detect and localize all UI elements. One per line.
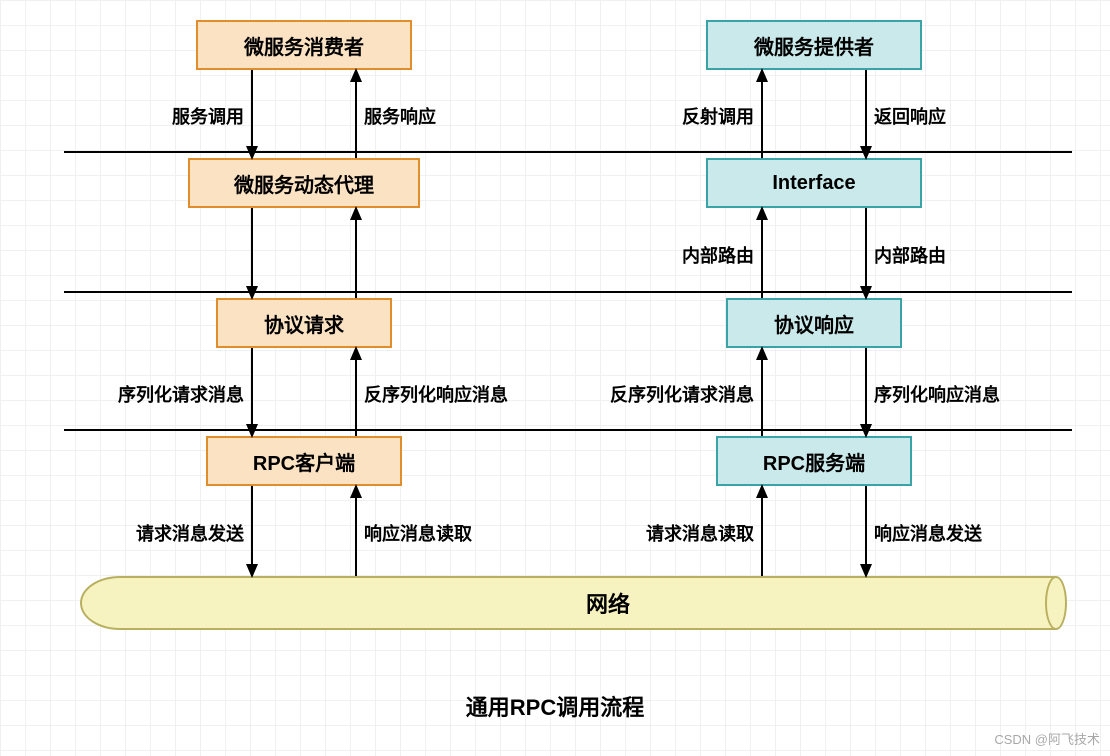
arrow-label: 反射调用 — [682, 103, 754, 129]
arrow-label: 内部路由 — [874, 242, 946, 268]
node-rpcClient: RPC客户端 — [206, 436, 402, 486]
arrow-label: 内部路由 — [682, 242, 754, 268]
node-label: RPC客户端 — [253, 447, 355, 476]
node-proxy: 微服务动态代理 — [188, 158, 420, 208]
node-protoResp: 协议响应 — [726, 298, 902, 348]
arrow-label: 序列化响应消息 — [874, 381, 1000, 407]
node-label: 协议响应 — [774, 309, 854, 338]
node-label: 微服务动态代理 — [234, 169, 374, 198]
arrow-label: 请求消息读取 — [646, 520, 754, 546]
node-label: 微服务消费者 — [244, 31, 364, 60]
node-label: RPC服务端 — [763, 447, 865, 476]
node-label: 协议请求 — [264, 309, 344, 338]
arrow-label: 响应消息读取 — [364, 520, 472, 546]
node-label: 微服务提供者 — [754, 31, 874, 60]
node-label: Interface — [772, 172, 855, 195]
arrow-label: 反序列化请求消息 — [610, 381, 754, 407]
pipe-cap-left — [80, 576, 160, 630]
separator-line — [64, 151, 1072, 153]
diagram-canvas: 微服务消费者 微服务提供者微服务动态代理 Interface 协议请求 协议响应 RPC客… — [0, 0, 1110, 756]
diagram-title: 通用RPC调用流程 — [0, 690, 1110, 722]
arrow-label: 反序列化响应消息 — [364, 381, 508, 407]
network-pipe: 网络 — [160, 576, 1056, 630]
arrow-label: 请求消息发送 — [136, 520, 244, 546]
node-protoReq: 协议请求 — [216, 298, 392, 348]
node-provider: 微服务提供者 — [706, 20, 922, 70]
arrow-label: 返回响应 — [874, 103, 946, 129]
pipe-cap-right — [1045, 576, 1067, 630]
arrow-label: 响应消息发送 — [874, 520, 982, 546]
node-rpcServer: RPC服务端 — [716, 436, 912, 486]
arrow-label: 序列化请求消息 — [118, 381, 244, 407]
node-interface: Interface — [706, 158, 922, 208]
watermark: CSDN @阿飞技术 — [994, 729, 1100, 748]
arrow-label: 服务调用 — [172, 103, 244, 129]
node-consumer: 微服务消费者 — [196, 20, 412, 70]
separator-line — [64, 429, 1072, 431]
separator-line — [64, 291, 1072, 293]
pipe-label: 网络 — [586, 587, 630, 619]
arrow-label: 服务响应 — [364, 103, 436, 129]
